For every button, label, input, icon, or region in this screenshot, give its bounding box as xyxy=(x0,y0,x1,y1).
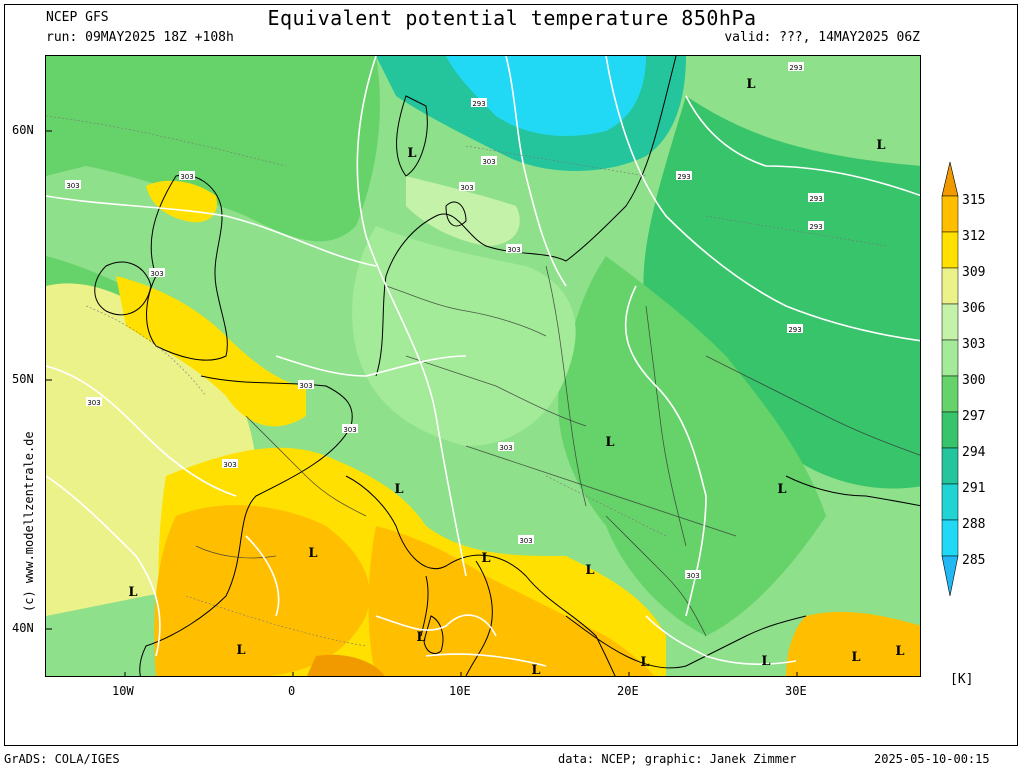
colorbar-label: 297 xyxy=(962,409,986,424)
isotherm-label: 293 xyxy=(789,64,802,72)
isotherm-label: 303 xyxy=(482,158,495,166)
colorbar-label: 285 xyxy=(962,553,986,568)
low-marker: L xyxy=(851,650,860,665)
low-marker: L xyxy=(416,630,425,645)
low-marker: L xyxy=(895,644,904,659)
field-se-hot xyxy=(786,611,920,676)
lon-label-10e: 10E xyxy=(449,684,471,698)
low-marker: L xyxy=(746,77,755,92)
field-algeria-hottest xyxy=(306,654,385,676)
isotherm-label: 303 xyxy=(299,382,312,390)
colorbar-unit: [K] xyxy=(950,672,974,687)
colorbar-box xyxy=(941,267,959,305)
colorbar-box xyxy=(941,303,959,341)
isotherms xyxy=(46,56,920,667)
isotherm-label: 303 xyxy=(507,246,520,254)
colorbar xyxy=(941,161,959,597)
field-east xyxy=(643,96,920,489)
low-marker: L xyxy=(308,546,317,561)
colorbar-box xyxy=(941,519,959,557)
colorbar-box xyxy=(941,195,959,233)
footer-software: GrADS: COLA/IGES xyxy=(4,752,120,766)
axis-ticks xyxy=(46,130,798,676)
field-cold-core xyxy=(446,56,646,136)
field-med-hot xyxy=(368,526,655,676)
low-marker: L xyxy=(128,585,137,600)
model-label: NCEP GFS xyxy=(46,10,109,25)
colorbar-label: 300 xyxy=(962,373,986,388)
field-nw xyxy=(46,56,380,242)
field-iberia-hot xyxy=(154,505,370,676)
isotherm-label: 293 xyxy=(677,173,690,181)
colorbar-label: 294 xyxy=(962,445,986,460)
isotherm-label: 303 xyxy=(519,537,532,545)
footer-timestamp: 2025-05-10-00:15 xyxy=(874,752,990,766)
map-title: Equivalent potential temperature 850hPa xyxy=(267,6,757,30)
low-marker: L xyxy=(876,138,885,153)
lat-label-50n: 50N xyxy=(12,372,34,386)
lon-label-30e: 30E xyxy=(785,684,807,698)
field-denmark xyxy=(406,176,520,246)
lat-label-60n: 60N xyxy=(12,123,34,137)
isotherm-label: 293 xyxy=(788,326,801,334)
colorbar-label: 309 xyxy=(962,265,986,280)
colorbar-label: 315 xyxy=(962,193,986,208)
colorbar-label: 312 xyxy=(962,229,986,244)
field-uk-warm xyxy=(116,276,306,427)
colorbar-label: 291 xyxy=(962,481,986,496)
colorbar-label: 288 xyxy=(962,517,986,532)
valid-label: valid: ???, 14MAY2025 06Z xyxy=(724,30,920,45)
low-marker: L xyxy=(605,435,614,450)
isotherm-label: 293 xyxy=(472,100,485,108)
colorbar-box xyxy=(941,375,959,413)
isotherm-label: 303 xyxy=(150,270,163,278)
colorbar-box xyxy=(941,411,959,449)
borders xyxy=(195,265,920,637)
low-marker: L xyxy=(640,655,649,670)
isotherm-label: 303 xyxy=(499,444,512,452)
low-marker: L xyxy=(531,663,540,677)
isotherm-label: 303 xyxy=(223,461,236,469)
colorbar-box xyxy=(941,483,959,521)
lon-label-10w: 10W xyxy=(112,684,134,698)
lon-label-0: 0 xyxy=(288,684,296,698)
low-marker-group: L L L L L L L L L L L L L L L L L xyxy=(128,77,904,677)
isotherm-label: 293 xyxy=(809,223,822,231)
figure-frame xyxy=(4,4,1018,746)
isotherm-label-group: 293 293 293 293 293 293 303 303 303 303 … xyxy=(65,62,824,580)
low-marker: L xyxy=(481,551,490,566)
low-marker: L xyxy=(236,643,245,658)
watermark-text: (c) www.modellzentrale.de xyxy=(22,431,36,612)
run-label: run: 09MAY2025 18Z +108h xyxy=(46,30,234,45)
low-marker: L xyxy=(777,482,786,497)
isotherm-label: 303 xyxy=(66,182,79,190)
isotherm-label: 303 xyxy=(180,173,193,181)
lon-label-20e: 20E xyxy=(617,684,639,698)
colorbar-box xyxy=(941,447,959,485)
isotherm-label: 303 xyxy=(460,184,473,192)
colorbar-box xyxy=(941,339,959,377)
colorbar-cap-top xyxy=(941,161,959,197)
colorbar-label: 303 xyxy=(962,337,986,352)
low-marker: L xyxy=(394,482,403,497)
low-marker: L xyxy=(407,146,416,161)
coastlines xyxy=(94,56,920,676)
low-marker: L xyxy=(585,563,594,578)
weather-map: 293 293 293 293 293 293 303 303 303 303 … xyxy=(45,55,921,677)
isotherm-label: 303 xyxy=(343,426,356,434)
dashed-contours xyxy=(46,115,887,647)
footer-credit: data: NCEP; graphic: Janek Zimmer xyxy=(558,752,797,766)
isotherm-label: 303 xyxy=(686,572,699,580)
lat-label-40n: 40N xyxy=(12,621,34,635)
isotherm-label: 293 xyxy=(809,195,822,203)
low-marker: L xyxy=(761,654,770,669)
colorbar-cap-bottom xyxy=(941,555,959,597)
colorbar-box xyxy=(941,231,959,269)
isotherm-label: 303 xyxy=(87,399,100,407)
colorbar-label: 306 xyxy=(962,301,986,316)
field-central xyxy=(352,226,576,446)
